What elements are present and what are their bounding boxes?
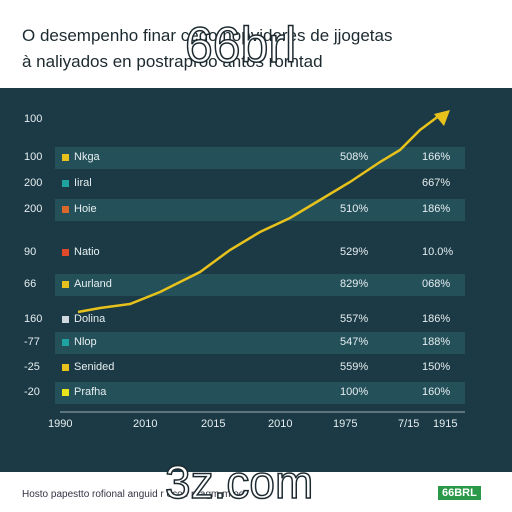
swatch [62, 180, 69, 187]
row-value: 160% [422, 386, 451, 398]
row-stripe [55, 147, 465, 169]
y-label: -25 [24, 361, 40, 373]
trend-line [77, 114, 441, 314]
row-value: 10.0% [422, 246, 454, 258]
title-line: O desempenho finar cedo nopvidores de jj… [22, 26, 393, 45]
swatch [62, 249, 69, 256]
row-value: 829% [340, 278, 369, 290]
row-name: Senided [74, 361, 115, 373]
x-label: 1975 [333, 418, 358, 430]
row-stripe [55, 332, 465, 354]
footnote: Hosto papestto rofional anguid r ocoe pr… [22, 489, 245, 500]
y-label: 100 [24, 151, 43, 163]
row-name: Aurland [74, 278, 112, 290]
swatch [62, 281, 69, 288]
arrow-head [434, 110, 450, 126]
row-value: 150% [422, 361, 451, 373]
row-value: 508% [340, 151, 369, 163]
swatch [62, 316, 69, 323]
x-label: 2015 [201, 418, 226, 430]
row-stripe [55, 382, 465, 404]
y-label: 200 [24, 177, 43, 189]
row-name: Natio [74, 246, 100, 258]
overlay-text: 3z.com [164, 455, 314, 509]
row-name: Nlop [74, 336, 97, 348]
y-label: 90 [24, 246, 37, 258]
row-value: 559% [340, 361, 369, 373]
x-label: 2010 [133, 418, 158, 430]
overlay-text: 66brl [184, 16, 297, 74]
row-stripe [55, 274, 465, 296]
row-stripe [55, 199, 465, 221]
y-label: 100 [24, 113, 43, 125]
x-label: 1915 [433, 418, 458, 430]
row-value: 557% [340, 313, 369, 325]
row-value: 100% [340, 386, 369, 398]
row-value: 510% [340, 203, 369, 215]
row-value: 068% [422, 278, 451, 290]
title-line: à naliyados en postraproo antos rorntad [22, 52, 323, 71]
row-name: Prafha [74, 386, 107, 398]
x-label: 1990 [48, 418, 73, 430]
x-label: 2010 [268, 418, 293, 430]
y-label: -20 [24, 386, 40, 398]
row-name: Iiral [74, 177, 92, 189]
row-value: 667% [422, 177, 451, 189]
row-value: 529% [340, 246, 369, 258]
row-name: Dolina [74, 313, 106, 325]
row-name: Hoie [74, 203, 97, 215]
row-value: 186% [422, 203, 451, 215]
row-name: Nkga [74, 151, 100, 163]
y-label: -77 [24, 336, 40, 348]
swatch [62, 154, 69, 161]
swatch [62, 389, 69, 396]
x-label: 7/15 [398, 418, 420, 430]
row-value: 186% [422, 313, 451, 325]
swatch [62, 206, 69, 213]
logo: 66BRL [438, 486, 481, 500]
swatch [62, 364, 69, 371]
row-value: 166% [422, 151, 451, 163]
row-value: 188% [422, 336, 451, 348]
swatch [62, 339, 69, 346]
y-label: 200 [24, 203, 43, 215]
row-value: 547% [340, 336, 369, 348]
y-label: 160 [24, 313, 43, 325]
y-label: 66 [24, 278, 37, 290]
